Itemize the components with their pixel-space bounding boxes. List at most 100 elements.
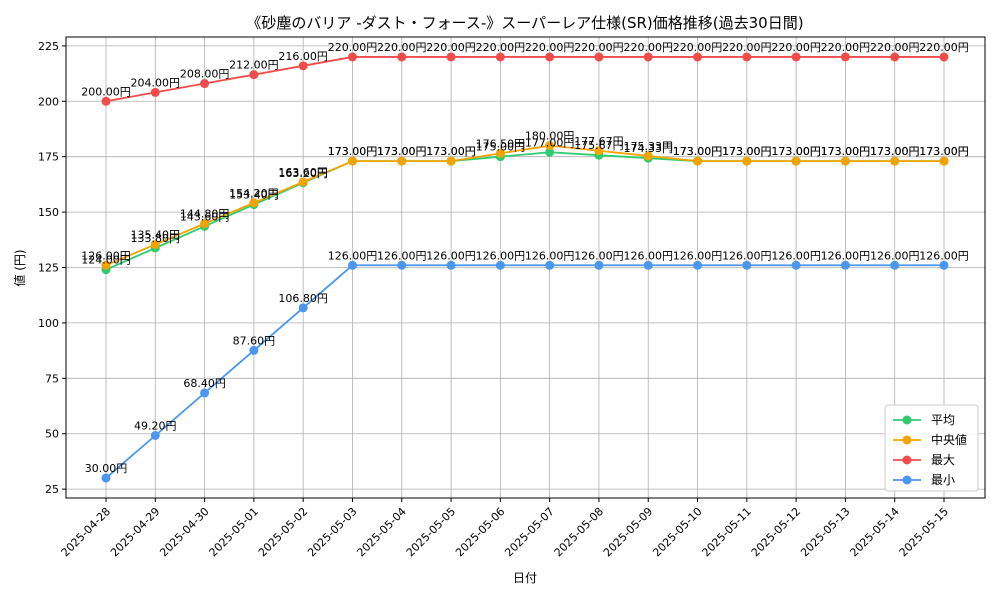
data-label: 126.00円 <box>623 249 673 262</box>
data-label: 144.80円 <box>180 208 230 221</box>
data-point <box>446 52 456 62</box>
data-point <box>249 198 259 208</box>
data-label: 126.00円 <box>771 249 821 262</box>
data-label: 173.00円 <box>870 145 920 158</box>
data-label: 126.00円 <box>476 249 526 262</box>
y-tick-label: 225 <box>38 40 59 53</box>
data-label: 220.00円 <box>574 41 624 54</box>
x-tick-label: 2025-05-13 <box>798 505 852 559</box>
data-point <box>298 61 308 71</box>
y-tick-label: 150 <box>38 206 59 219</box>
data-point <box>545 52 555 62</box>
x-tick-label: 2025-05-08 <box>552 505 606 559</box>
data-label: 173.00円 <box>328 145 378 158</box>
data-label: 126.00円 <box>722 249 772 262</box>
data-point <box>298 303 308 313</box>
data-label: 126.00円 <box>525 249 575 262</box>
data-label: 133.80円 <box>131 232 181 245</box>
data-point <box>742 260 752 270</box>
legend-label: 最大 <box>931 453 955 467</box>
data-point <box>594 52 604 62</box>
data-point <box>939 52 949 62</box>
x-tick-label: 2025-05-09 <box>601 505 655 559</box>
data-point <box>495 148 505 158</box>
data-point <box>890 260 900 270</box>
data-label: 173.00円 <box>722 145 772 158</box>
data-label: 177.00円 <box>525 136 575 149</box>
data-point <box>594 146 604 156</box>
data-point <box>840 260 850 270</box>
data-label: 175.00円 <box>476 141 526 154</box>
data-point <box>249 70 259 80</box>
data-label: 126.00円 <box>81 249 131 262</box>
data-point <box>939 260 949 270</box>
data-point <box>693 260 703 270</box>
data-label: 220.00円 <box>377 41 427 54</box>
x-tick-label: 2025-05-05 <box>404 505 458 559</box>
data-label: 220.00円 <box>771 41 821 54</box>
data-label: 180.00円 <box>525 130 575 143</box>
x-tick-label: 2025-05-04 <box>354 505 408 559</box>
data-point <box>791 260 801 270</box>
data-label: 173.00円 <box>919 145 969 158</box>
data-label: 220.00円 <box>919 41 969 54</box>
data-label: 173.00円 <box>426 145 476 158</box>
data-label: 163.20円 <box>278 167 328 180</box>
data-point <box>495 52 505 62</box>
x-axis-label: 日付 <box>513 571 537 585</box>
data-point <box>840 52 850 62</box>
data-point <box>397 260 407 270</box>
legend-marker <box>902 435 912 445</box>
data-label: 173.00円 <box>870 145 920 158</box>
data-point <box>742 52 752 62</box>
data-label: 220.00円 <box>870 41 920 54</box>
x-tick-label: 2025-05-15 <box>897 505 951 559</box>
data-label: 173.00円 <box>919 145 969 158</box>
series-3 <box>101 260 949 483</box>
data-label: 177.67円 <box>574 135 624 148</box>
data-point <box>101 96 111 106</box>
data-point <box>545 260 555 270</box>
data-point <box>101 260 111 270</box>
x-tick-label: 2025-05-14 <box>847 505 901 559</box>
y-tick-label: 50 <box>45 428 59 441</box>
series-line <box>105 144 944 267</box>
data-label: 176.50円 <box>476 137 526 150</box>
data-label: 174.33円 <box>623 142 673 155</box>
y-tick-label: 100 <box>38 317 59 330</box>
data-label: 126.00円 <box>870 249 920 262</box>
data-label: 163.60円 <box>278 166 328 179</box>
x-tick-label: 2025-05-10 <box>650 505 704 559</box>
legend-entry: 中央値 <box>893 432 967 447</box>
data-label: 173.00円 <box>673 145 723 158</box>
data-label: 200.00円 <box>81 85 131 98</box>
data-label: 220.00円 <box>328 41 378 54</box>
data-label: 126.00円 <box>426 249 476 262</box>
data-label: 154.20円 <box>229 187 279 200</box>
data-label: 173.00円 <box>426 145 476 158</box>
data-label: 173.00円 <box>377 145 427 158</box>
data-label: 220.00円 <box>623 41 673 54</box>
x-tick-label: 2025-05-06 <box>453 505 507 559</box>
series-layer <box>101 52 949 483</box>
legend-marker <box>902 475 912 485</box>
data-label: 220.00円 <box>722 41 772 54</box>
data-point <box>939 156 949 166</box>
x-tick-label: 2025-05-12 <box>749 505 803 559</box>
data-point <box>150 430 160 440</box>
data-point <box>643 260 653 270</box>
x-tick-label: 2025-04-29 <box>108 505 162 559</box>
data-label: 220.00円 <box>821 41 871 54</box>
data-label: 173.00円 <box>821 145 871 158</box>
data-point <box>693 156 703 166</box>
x-tick-label: 2025-04-28 <box>59 505 113 559</box>
series-line <box>105 56 944 103</box>
data-label-layer: 124.00円133.80円143.60円153.40円163.20円173.0… <box>81 41 969 475</box>
data-label: 126.00円 <box>919 249 969 262</box>
data-label: 135.40円 <box>131 228 181 241</box>
data-label: 153.40円 <box>229 189 279 202</box>
series-2 <box>101 52 949 106</box>
legend-label: 中央値 <box>931 432 967 447</box>
